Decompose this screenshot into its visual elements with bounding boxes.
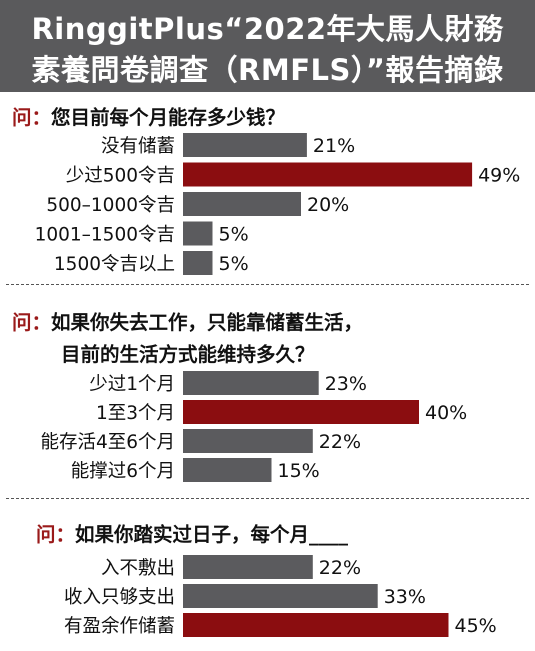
chart2-bar-1 [183, 371, 319, 395]
chart1-category-label-1: 没有储蓄 [101, 136, 175, 157]
chart3-bar-2 [183, 584, 378, 608]
header-banner: RinggitPlus“2022年大馬人財務 素養問卷調查（RMFLS）”報告摘… [0, 0, 535, 92]
chart2-category-label-3: 能存活4至6个月 [40, 432, 175, 453]
question-1-marker: 问： [12, 106, 52, 129]
chart3-bar-1 [183, 555, 313, 579]
chart2-bar-3 [183, 429, 313, 453]
chart2-value-label-4: 15% [278, 460, 320, 482]
chart1-category-label-5: 1500令吉以上 [54, 254, 175, 275]
header-title-line2: 素養問卷調查（RMFLS）”報告摘錄 [31, 53, 504, 87]
chart1-bar-3 [183, 192, 301, 216]
chart3-value-label-3: 45% [455, 615, 497, 637]
chart3-category-label-3: 有盈余作储蓄 [64, 616, 175, 637]
chart2-value-label-1: 23% [325, 373, 367, 395]
chart3-category-label-1: 入不敷出 [101, 558, 175, 579]
chart1-bar-2 [183, 162, 473, 187]
header-title-line1: RinggitPlus“2022年大馬人財務 [31, 12, 504, 46]
chart1-value-label-4: 5% [219, 224, 249, 246]
question-1: 问：您目前每个月能存多少钱？ [12, 101, 285, 130]
chart1-category-label-3: 500–1000令吉 [46, 195, 175, 216]
chart1-bar-4 [183, 221, 213, 246]
chart2-value-label-2: 40% [425, 402, 467, 424]
question-1-text: 您目前每个月能存多少钱？ [51, 106, 286, 129]
chart2-value-label-3: 22% [319, 431, 361, 453]
chart2-bar-2 [183, 400, 419, 424]
chart3-value-label-1: 22% [319, 557, 361, 579]
chart2-bar-4 [183, 458, 272, 482]
question-3: 问：如果你踏实过日子，每个月____ [36, 518, 348, 547]
question-2-line2: 目前的生活方式能维持多久？ [61, 338, 315, 367]
question-3-marker: 问： [36, 523, 76, 546]
chart2-category-label-4: 能撑过6个月 [71, 461, 175, 482]
chart3-bar-3 [183, 613, 449, 637]
question-3-text: 如果你踏实过日子，每个月____ [75, 523, 349, 546]
section-divider-2 [6, 498, 529, 499]
chart1-value-label-1: 21% [313, 135, 355, 157]
chart1-bar-1 [183, 133, 307, 157]
chart2-category-label-2: 1至3个月 [96, 403, 175, 424]
chart2-category-label-1: 少过1个月 [89, 374, 175, 395]
chart1-bar-5 [183, 251, 213, 275]
question-2-line1: 问：如果你失去工作，只能靠储蓄生活， [12, 306, 363, 335]
section-divider-1 [6, 284, 529, 285]
question-2-text-2: 目前的生活方式能维持多久？ [61, 343, 315, 366]
question-2-text-1: 如果你失去工作，只能靠储蓄生活， [51, 311, 364, 334]
chart3-value-label-2: 33% [384, 586, 426, 608]
chart1-value-label-2: 49% [478, 165, 520, 187]
chart1-value-label-3: 20% [307, 194, 349, 216]
chart1-category-label-4: 1001–1500令吉 [35, 225, 175, 246]
chart1-value-label-5: 5% [219, 253, 249, 275]
question-2-marker: 问： [12, 311, 52, 334]
chart1-category-label-2: 少过500令吉 [66, 166, 175, 187]
chart3-category-label-2: 收入只够支出 [64, 587, 175, 608]
